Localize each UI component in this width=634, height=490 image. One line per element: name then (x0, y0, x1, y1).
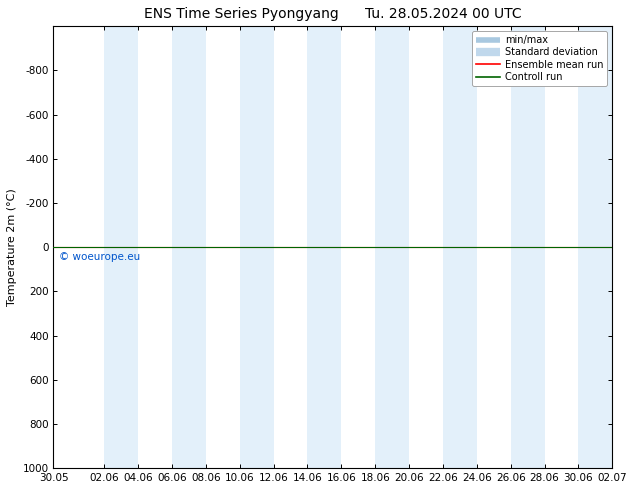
Bar (443, 26, 477, 468)
Bar (172, 26, 206, 468)
Bar (240, 26, 274, 468)
Bar (578, 26, 612, 468)
Title: ENS Time Series Pyongyang      Tu. 28.05.2024 00 UTC: ENS Time Series Pyongyang Tu. 28.05.2024… (144, 7, 522, 21)
Bar (375, 26, 409, 468)
Bar (307, 26, 341, 468)
Legend: min/max, Standard deviation, Ensemble mean run, Controll run: min/max, Standard deviation, Ensemble me… (472, 31, 607, 86)
Bar (510, 26, 545, 468)
Bar (104, 26, 138, 468)
Y-axis label: Temperature 2m (°C): Temperature 2m (°C) (7, 188, 17, 306)
Text: © woeurope.eu: © woeurope.eu (58, 252, 140, 262)
